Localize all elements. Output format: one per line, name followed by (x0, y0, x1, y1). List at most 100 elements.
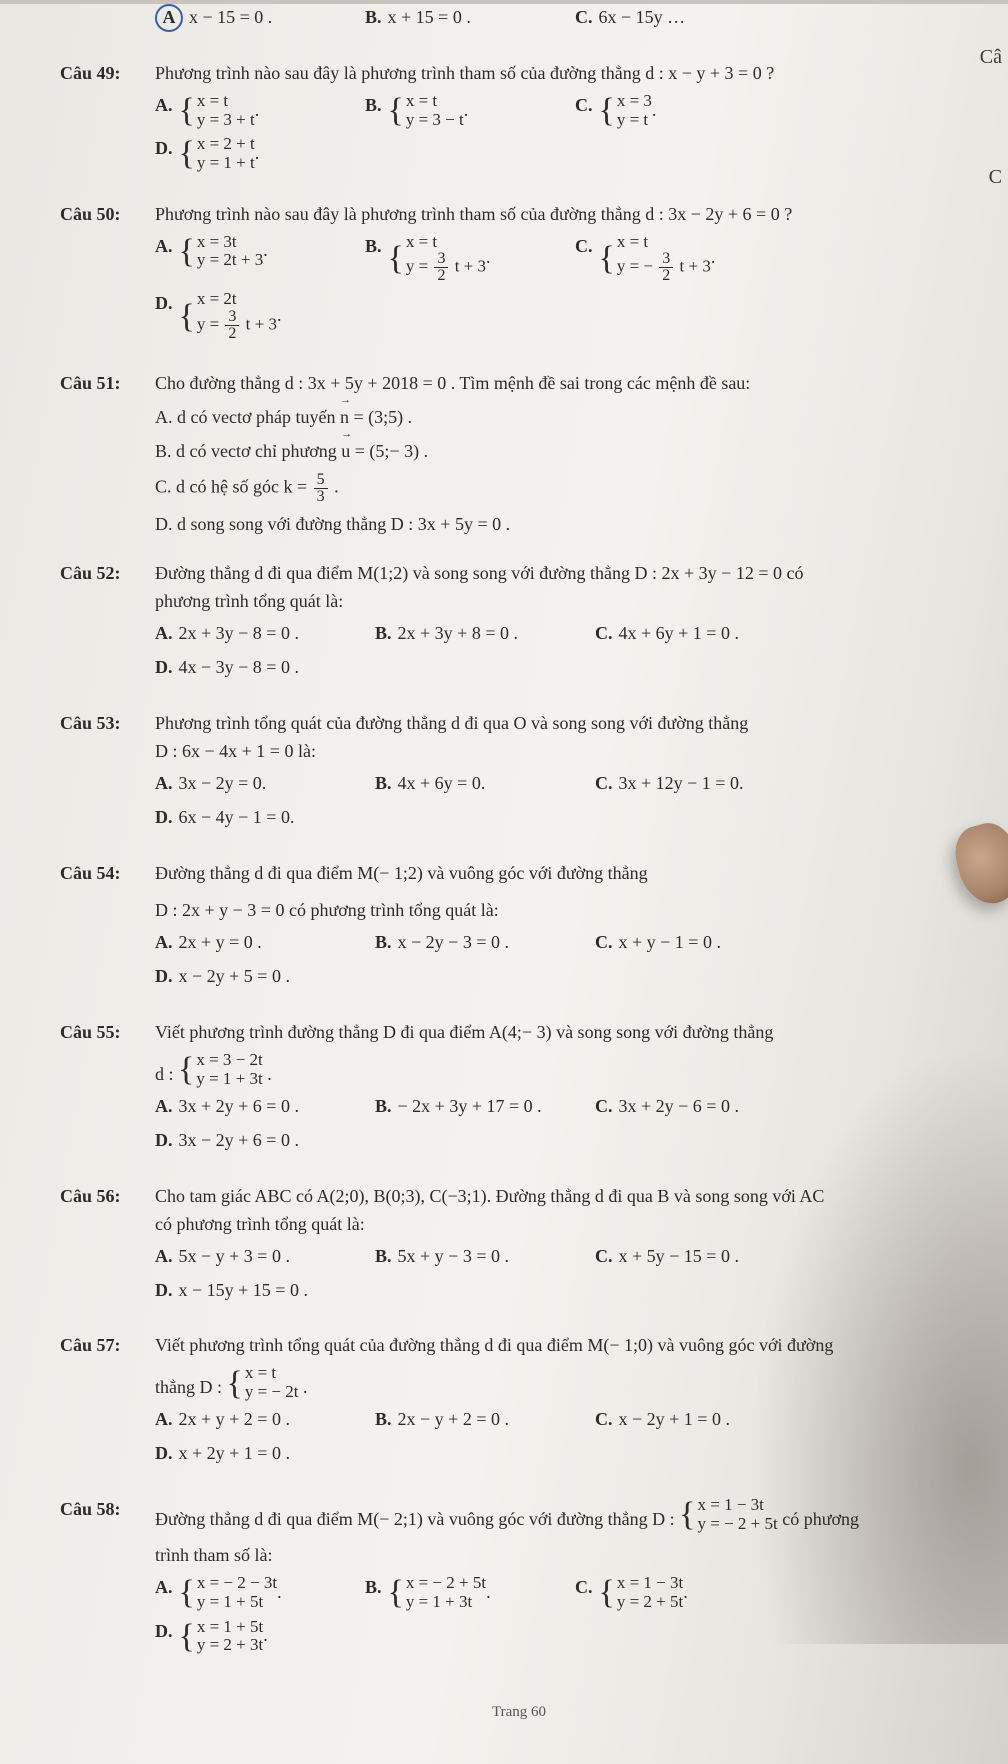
q50-opt-c: C. { x = t y = − 32 t + 3 . (575, 233, 785, 285)
q58-c-line2: y = 2 + 5t (617, 1593, 683, 1612)
question-50: Câu 50: Phương trình nào sau đây là phươ… (60, 201, 978, 348)
q54-opt-c: C.x + y − 1 = 0 . (595, 929, 815, 957)
q55-d1: x = 3 − 2t (196, 1051, 262, 1070)
letter-b: B. (375, 1243, 392, 1271)
q55-opt-c: C.3x + 2y − 6 = 0 . (595, 1093, 815, 1121)
letter-c: C. (575, 1574, 593, 1602)
q50-opt-d: D. { x = 2t y = 32 t + 3 . (155, 290, 365, 342)
q57-b: 2x − y + 2 = 0 . (398, 1406, 509, 1434)
q50-b2-post: t + 3 (455, 257, 486, 276)
q54-text2: D : 2x + y − 3 = 0 có phương trình tổng … (155, 897, 978, 925)
q53-text1: Phương trình tổng quát của đường thẳng d… (155, 710, 978, 738)
q58-text-pre: Đường thẳng d đi qua điểm M(− 2;1) và vu… (155, 1509, 679, 1529)
letter-c: C. (595, 929, 613, 957)
letter-b: B. (375, 770, 392, 798)
q52-text1: Đường thẳng d đi qua điểm M(1;2) và song… (155, 560, 978, 588)
q51-b-post: = (5;− 3) . (350, 441, 428, 461)
q49-opt-a: A. { x = t y = 3 + t . (155, 92, 365, 129)
question-57: Câu 57: Viết phương trình tổng quát của … (60, 1332, 978, 1474)
q55-d: 3x − 2y + 6 = 0 . (179, 1127, 299, 1155)
q53-opt-d: D.6x − 4y − 1 = 0. (155, 804, 375, 832)
prev-opt-a: A x − 15 = 0 . (155, 4, 365, 32)
prev-question-options: A x − 15 = 0 . B. x + 15 = 0 . C. 6x − 1… (155, 4, 978, 38)
letter-d: D. (155, 514, 173, 534)
q55-opt-d: D.3x − 2y + 6 = 0 . (155, 1127, 375, 1155)
q52-opt-a: A.2x + 3y − 8 = 0 . (155, 620, 375, 648)
q56-opt-a: A.5x − y + 3 = 0 . (155, 1243, 375, 1271)
q55-b: − 2x + 3y + 17 = 0 . (398, 1093, 542, 1121)
question-54: Câu 54: Đường thẳng d đi qua điểm M(− 1;… (60, 860, 978, 998)
letter-d: D. (155, 804, 173, 832)
q57-label: Câu 57: (60, 1332, 155, 1474)
letter-b: B. (375, 1406, 392, 1434)
q57-d-system: thẳng D : { x = t y = − 2t . (155, 1364, 978, 1402)
letter-d: D. (155, 654, 173, 682)
letter-d: D. (155, 1127, 173, 1155)
q56-opt-c: C.x + 5y − 15 = 0 . (595, 1243, 815, 1271)
q56-opt-b: B.5x + y − 3 = 0 . (375, 1243, 595, 1271)
letter-d: D. (155, 135, 173, 163)
q50-a-line2: y = 2t + 3 (197, 251, 263, 270)
question-51: Câu 51: Cho đường thẳng d : 3x + 5y + 20… (60, 370, 978, 539)
q55-d2: y = 1 + 3t (196, 1070, 262, 1089)
q51-b-pre: d có vectơ chỉ phương (176, 441, 341, 461)
q49-b-line1: x = t (406, 92, 464, 111)
letter-a: A. (155, 929, 173, 957)
q57-opt-d: D.x + 2y + 1 = 0 . (155, 1440, 375, 1468)
q50-text: Phương trình nào sau đây là phương trình… (155, 201, 978, 229)
q49-d-line1: x = 2 + t (197, 135, 255, 154)
question-53: Câu 53: Phương trình tổng quát của đường… (60, 710, 978, 838)
q58-c-line1: x = 1 − 3t (617, 1574, 683, 1593)
q57-d-pre: thẳng D : (155, 1378, 227, 1398)
q49-c-line2: y = t (617, 111, 652, 130)
q57-d1: x = t (245, 1364, 299, 1383)
q58-b-line2: y = 1 + 3t (406, 1593, 486, 1612)
q50-b2-pre: y = (406, 257, 433, 276)
q49-opt-c: C. { x = 3 y = t . (575, 92, 785, 129)
q58-text-row: Đường thẳng d đi qua điểm M(− 2;1) và vu… (155, 1496, 978, 1534)
q58-a-line1: x = − 2 − 3t (197, 1574, 277, 1593)
q49-d-line2: y = 1 + t (197, 154, 255, 173)
q49-label: Câu 49: (60, 60, 155, 179)
q53-label: Câu 53: (60, 710, 155, 838)
q57-text: Viết phương trình tổng quát của đường th… (155, 1332, 978, 1360)
q53-d: 6x − 4y − 1 = 0. (179, 804, 295, 832)
q55-opt-b: B.− 2x + 3y + 17 = 0 . (375, 1093, 595, 1121)
q50-b-line2: y = 32 t + 3 (406, 251, 486, 284)
letter-c: C. (155, 476, 172, 496)
q58-text-post: có phương (782, 1509, 859, 1529)
question-55: Câu 55: Viết phương trình đường thẳng D … (60, 1019, 978, 1161)
q55-c: 3x + 2y − 6 = 0 . (619, 1093, 739, 1121)
q52-c: 4x + 6y + 1 = 0 . (619, 620, 739, 648)
letter-b: B. (375, 1093, 392, 1121)
q50-c-line2: y = − 32 t + 3 (617, 251, 711, 284)
q58-a-line2: y = 1 + 5t (197, 1593, 277, 1612)
q58-text2: trình tham số là: (155, 1542, 978, 1570)
letter-d: D. (155, 1440, 173, 1468)
q55-d-system: d : { x = 3 − 2t y = 1 + 3t . (155, 1051, 978, 1089)
q58-opt-d: D. { x = 1 + 5t y = 2 + 3t . (155, 1618, 365, 1655)
frac-d: 2 (434, 268, 448, 284)
frac-n: 3 (225, 309, 239, 326)
q56-text2: có phương trình tổng quát là: (155, 1211, 978, 1239)
letter-c: C. (575, 4, 593, 32)
q52-opt-d: D.4x − 3y − 8 = 0 . (155, 654, 375, 682)
letter-c: C. (595, 770, 613, 798)
q56-opt-d: D.x − 15y + 15 = 0 . (155, 1277, 375, 1305)
q57-a: 2x + y + 2 = 0 . (179, 1406, 290, 1434)
letter-a: A. (155, 1574, 173, 1602)
q57-d: x + 2y + 1 = 0 . (179, 1440, 290, 1468)
letter-a: A. (155, 620, 173, 648)
frac-d: 2 (659, 268, 673, 284)
q51-text: Cho đường thẳng d : 3x + 5y + 2018 = 0 .… (155, 370, 978, 398)
prev-opt-c: C. 6x − 15y … (575, 4, 785, 32)
q50-b-line1: x = t (406, 233, 486, 252)
q57-opt-b: B.2x − y + 2 = 0 . (375, 1406, 595, 1434)
q49-opt-b: B. { x = t y = 3 − t . (365, 92, 575, 129)
q55-text: Viết phương trình đường thẳng D đi qua đ… (155, 1019, 978, 1047)
q55-opt-a: A.3x + 2y + 6 = 0 . (155, 1093, 375, 1121)
q57-c: x − 2y + 1 = 0 . (619, 1406, 730, 1434)
q50-label: Câu 50: (60, 201, 155, 348)
q53-b: 4x + 6y = 0. (398, 770, 486, 798)
q49-a-line1: x = t (197, 92, 255, 111)
